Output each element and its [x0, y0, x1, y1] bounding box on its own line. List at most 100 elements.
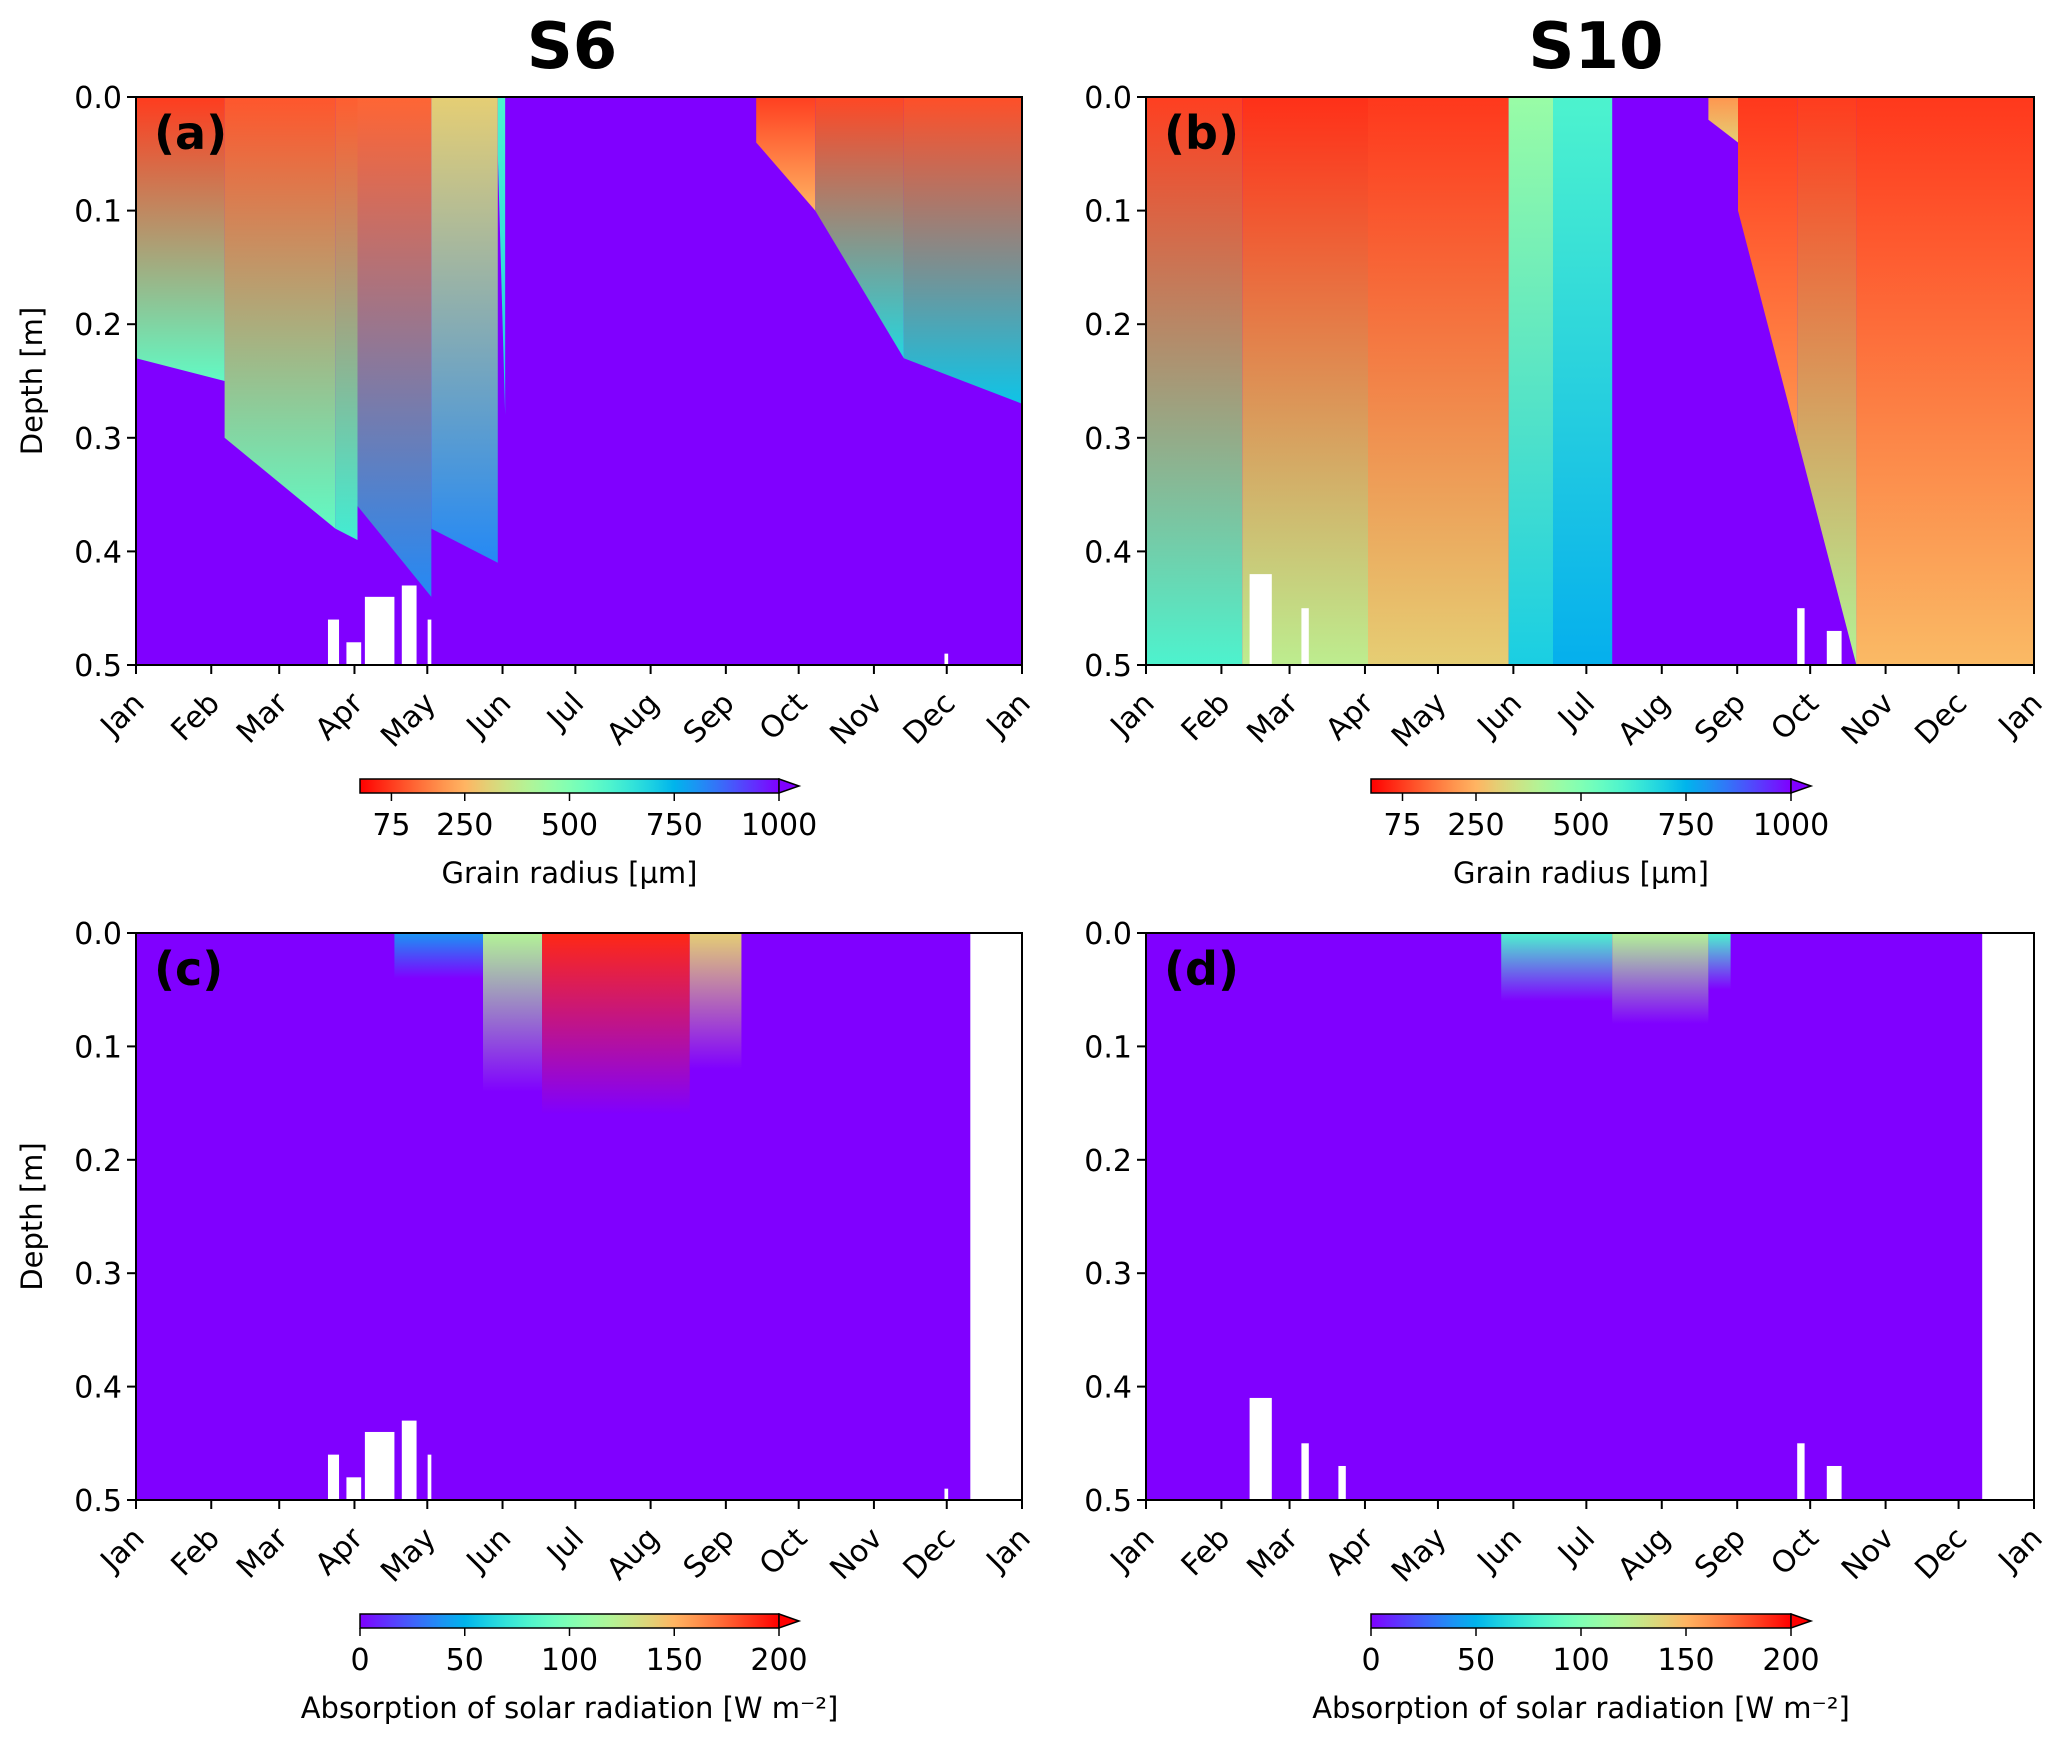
x-tick-label: Feb [1175, 1521, 1237, 1583]
no-data-gap [327, 1454, 340, 1500]
colorbar-tick-label: 0 [1361, 1643, 1380, 1678]
no-data-gap [1797, 1443, 1805, 1500]
colorbar-label: Grain radius [µm] [1453, 856, 1709, 890]
no-data-gap [1301, 608, 1309, 665]
x-tick-label: Dec [1908, 1521, 1974, 1587]
no-data-gap [944, 1488, 949, 1500]
no-data-gap [364, 596, 395, 665]
y-tick-label: 0.3 [1084, 1257, 1132, 1292]
colorbar-tick-label: 0 [350, 1643, 369, 1678]
colorbar-tick-label: 500 [541, 808, 598, 843]
heatmap-cell-band [756, 97, 816, 211]
colorbar-tick-label: 750 [1657, 808, 1714, 843]
no-data-gap [1249, 574, 1272, 665]
x-tick-label: Jun [459, 1521, 518, 1580]
x-tick-label: Oct [753, 1521, 815, 1583]
y-tick-label: 0.0 [1084, 81, 1132, 116]
x-tick-label: Jan [1103, 1521, 1162, 1580]
x-tick-label: Jul [539, 1521, 591, 1573]
heatmap-cell-band [431, 97, 498, 563]
no-data-gap [427, 619, 432, 665]
colorbar-tick-label: 1000 [741, 808, 817, 843]
heatmap-cell-band [357, 97, 432, 597]
colorbar: 75 250 500 750 1000 Grain radius [µm] [359, 777, 817, 890]
no-data-gap [401, 585, 417, 665]
colorbar-tick-label: 100 [1552, 1643, 1609, 1678]
y-tick-label: 0.4 [74, 1371, 122, 1406]
no-data-gap [944, 653, 949, 665]
column-title-s10: S10 [1528, 10, 1663, 84]
x-tick-label: Jan [1103, 686, 1162, 745]
no-data-gap [346, 1477, 362, 1500]
heatmap-cell-band [1738, 97, 1798, 438]
colorbar-tick-label: 500 [1552, 808, 1609, 843]
x-tick-label: Mar [230, 1520, 295, 1585]
y-tick-label: 0.3 [74, 1257, 122, 1292]
colorbar-label: Grain radius [µm] [441, 856, 697, 890]
heatmap-cell-band [542, 933, 690, 1115]
colorbar-tick-label: 1000 [1753, 808, 1829, 843]
y-tick-label: 0.2 [74, 1144, 122, 1179]
y-tick-label: 0.5 [74, 649, 122, 684]
panel-label: (d) [1164, 942, 1239, 996]
plot-frame [135, 96, 1023, 666]
plot-frame [1145, 96, 2035, 666]
colorbar-gradient [1370, 778, 1792, 794]
colorbar-gradient [1370, 1613, 1792, 1629]
y-tick-label: 0.0 [74, 81, 122, 116]
x-tick-label: Jan [1991, 686, 2050, 745]
no-data-gap [1797, 608, 1805, 665]
y-tick-label: 0.4 [74, 535, 122, 570]
heatmap-cell-band [1508, 97, 1553, 665]
y-tick-label: 0.1 [74, 195, 122, 230]
colorbar-extend-arrow [778, 1612, 802, 1630]
x-tick-label: May [374, 686, 443, 755]
plot-frame [135, 932, 1023, 1501]
x-tick-label: May [1385, 686, 1454, 755]
colorbar-tick-label: 75 [1383, 808, 1421, 843]
colorbar: 75 250 500 750 1000 Grain radius [µm] [1370, 777, 1829, 890]
no-data-gap [1826, 630, 1842, 665]
colorbar-tick-label: 250 [1447, 808, 1504, 843]
x-tick-label: Oct [1764, 686, 1826, 748]
no-data-region [1982, 933, 2034, 1500]
y-tick-label: 0.2 [1084, 308, 1132, 343]
heatmap-cell-band [136, 97, 225, 381]
column-title-s6: S6 [527, 10, 618, 84]
x-tick-label: Jun [459, 686, 518, 745]
x-tick-label: May [1385, 1521, 1454, 1590]
colorbar-tick-label: 200 [750, 1643, 807, 1678]
heatmap-cell-band [1368, 97, 1509, 665]
x-tick-label: Jan [979, 1521, 1038, 1580]
y-tick-label: 0.3 [1084, 422, 1132, 457]
heatmap-cell-band [1501, 933, 1613, 1002]
heatmap-cell-band [689, 933, 742, 1070]
heatmap-cell-band [1708, 97, 1738, 143]
x-tick-label: Jul [539, 686, 591, 738]
heatmap-cell-band [1242, 97, 1368, 665]
x-tick-label: Feb [1175, 686, 1237, 748]
colorbar-tick-label: 50 [1457, 1643, 1495, 1678]
colorbar: 0 50 100 150 200 Absorption of solar radiatio… [301, 1612, 838, 1725]
no-data-gap [327, 619, 340, 665]
colorbar-tick-label: 150 [1657, 1643, 1714, 1678]
heatmap-cell-band [1146, 97, 1243, 665]
y-tick-label: 0.5 [1084, 1484, 1132, 1519]
colorbar: 0 50 100 150 200 Absorption of solar radiatio… [1312, 1612, 1850, 1725]
x-tick-label: Oct [1764, 1521, 1826, 1583]
colorbar-tick-label: 150 [646, 1643, 703, 1678]
y-tick-label: 0.1 [1084, 1030, 1132, 1065]
x-tick-label: Apr [1319, 685, 1381, 747]
colorbar-tick-label: 750 [646, 808, 703, 843]
colorbar-tick-label: 200 [1762, 1643, 1819, 1678]
x-tick-label: Dec [897, 1521, 963, 1587]
no-data-gap [427, 1454, 432, 1500]
y-axis-label: Depth [m] [15, 307, 49, 455]
y-tick-label: 0.1 [1084, 195, 1132, 230]
colorbar-extend-arrow [1790, 1612, 1814, 1630]
x-tick-label: Dec [897, 686, 963, 752]
